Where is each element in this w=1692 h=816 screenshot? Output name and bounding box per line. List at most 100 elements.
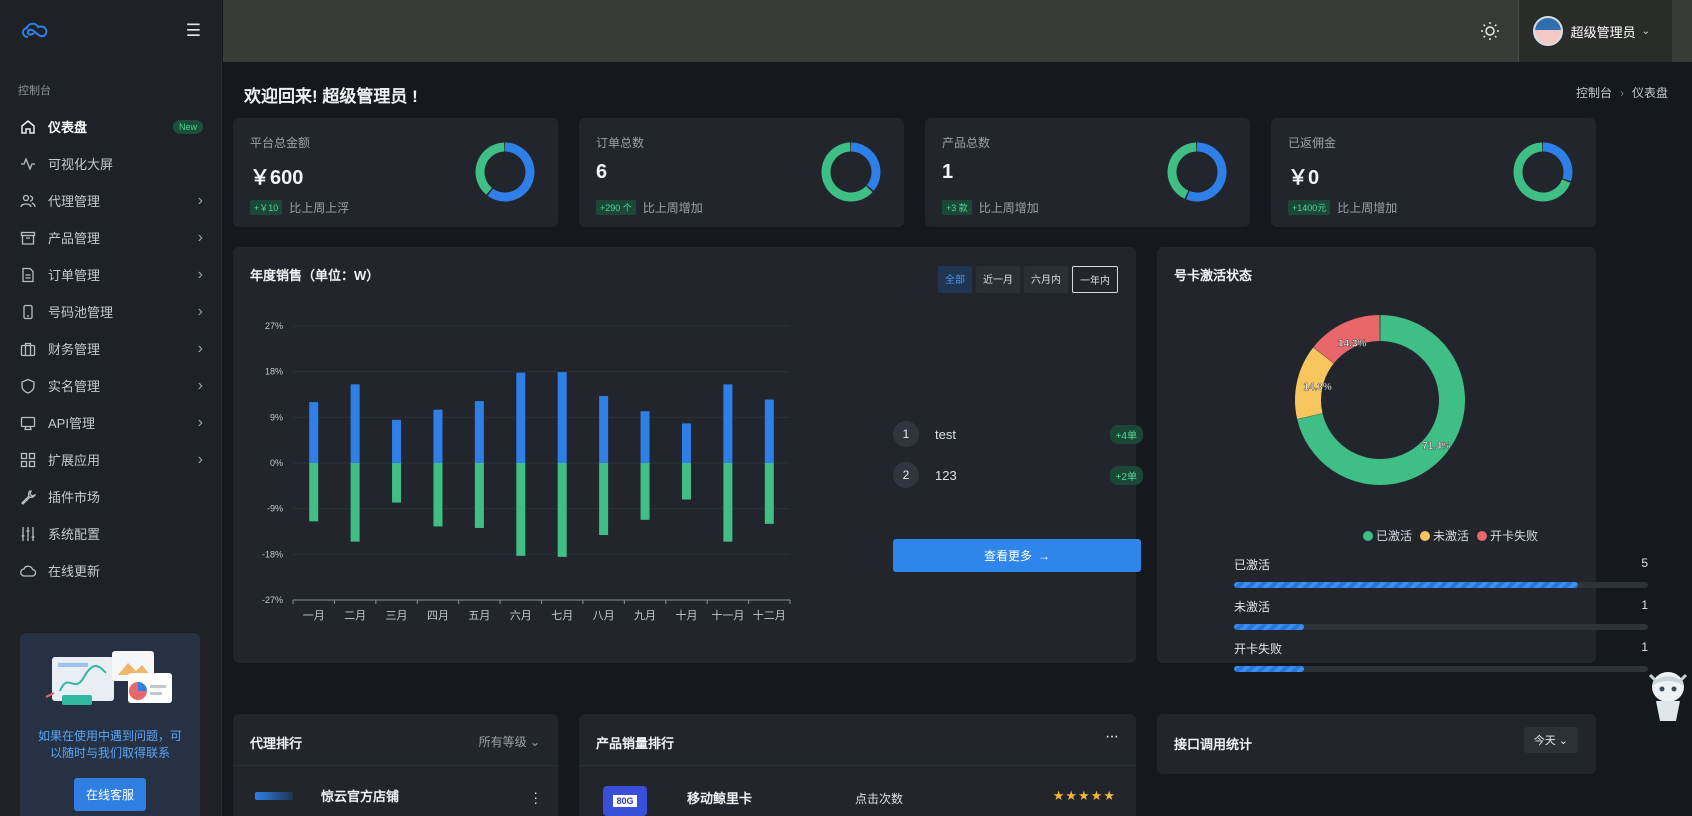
bar-positive[interactable]	[350, 384, 360, 463]
bar-positive[interactable]	[433, 409, 443, 463]
stat-title: 产品总数	[942, 136, 991, 150]
bar-positive[interactable]	[599, 396, 609, 463]
sidebar-item-label: 产品管理	[48, 231, 101, 246]
progress-track	[1234, 624, 1648, 630]
agent-name[interactable]: 惊云官方店铺	[321, 789, 400, 804]
bar-positive[interactable]	[764, 399, 774, 463]
api-stats-title: 接口调用统计	[1174, 737, 1253, 752]
user-menu[interactable]: 超级管理员 ⌄	[1517, 0, 1672, 62]
ranking-row[interactable]: 2 123 +2单	[893, 462, 1143, 488]
product-name[interactable]: 移动鲸里卡	[687, 791, 753, 806]
bar-positive[interactable]	[309, 402, 319, 463]
chevron-right-icon: ›	[197, 376, 203, 394]
bar-negative[interactable]	[433, 463, 443, 527]
archive-icon	[20, 230, 36, 246]
bar-positive[interactable]	[516, 372, 526, 463]
bar-positive[interactable]	[392, 419, 402, 463]
more-vertical-icon[interactable]: · · ·	[533, 784, 538, 810]
sidebar-item-agents[interactable]: 代理管理 ›	[0, 182, 221, 219]
progress-track	[1234, 582, 1648, 588]
sidebar-item-dashboard[interactable]: 仪表盘 New	[0, 108, 221, 145]
bar-positive[interactable]	[474, 401, 484, 463]
bar-negative[interactable]	[640, 463, 650, 520]
delta-note: 比上周上浮	[289, 201, 350, 215]
sidebar-item-visual-screen[interactable]: 可视化大屏	[0, 145, 221, 182]
sidebar-item-products[interactable]: 产品管理 ›	[0, 219, 221, 256]
ranking-row[interactable]: 1 test +4单	[893, 421, 1143, 447]
sidebar-item-label: 实名管理	[48, 379, 101, 394]
bar-positive[interactable]	[557, 372, 567, 463]
bar-negative[interactable]	[474, 463, 484, 528]
activity-icon	[20, 156, 36, 172]
brand: ☰	[0, 0, 221, 62]
level-filter-dropdown[interactable]: 所有等级 ⌄	[479, 733, 540, 750]
user-name: 超级管理员	[1570, 24, 1636, 40]
product-rank-title: 产品销量排行	[596, 736, 675, 751]
y-tick-label: -18%	[262, 549, 283, 559]
bar-negative[interactable]	[350, 463, 360, 542]
legend-item[interactable]: 已激活	[1363, 527, 1412, 544]
x-tick-label: 九月	[634, 609, 656, 622]
delta-pill: +1400元	[1288, 200, 1331, 215]
stat-value: 1	[942, 161, 954, 183]
sidebar-item-number-pool[interactable]: 号码池管理 ›	[0, 293, 221, 330]
range-month-tab[interactable]: 近一月	[976, 266, 1020, 293]
sun-icon[interactable]	[1480, 21, 1500, 41]
bar-negative[interactable]	[557, 463, 567, 557]
sidebar-item-orders[interactable]: 订单管理 ›	[0, 256, 221, 293]
bar-negative[interactable]	[764, 463, 774, 524]
sidebar-item-api[interactable]: API管理 ›	[0, 404, 221, 441]
bar-positive[interactable]	[640, 411, 650, 463]
donut-slice[interactable]	[1297, 315, 1465, 485]
x-tick-label: 六月	[510, 609, 532, 622]
range-all-tab[interactable]: 全部	[938, 266, 972, 293]
legend-item[interactable]: 开卡失败	[1477, 527, 1538, 544]
chevron-down-icon: ⌄	[1558, 735, 1568, 747]
rank-pill: +2单	[1109, 465, 1143, 485]
chevron-down-icon: ⌄	[529, 735, 540, 749]
cloud-logo-icon[interactable]	[20, 22, 50, 40]
donut-slice[interactable]	[1313, 315, 1381, 364]
donut-segment-secondary	[1513, 142, 1571, 202]
bar-negative[interactable]	[681, 463, 691, 500]
view-more-button[interactable]: 查看更多 →	[893, 539, 1141, 572]
api-stats-card: 接口调用统计 今天 ⌄	[1157, 714, 1596, 774]
x-tick-label: 八月	[593, 610, 615, 622]
arrow-right-icon: →	[1038, 548, 1050, 563]
sidebar-item-finance[interactable]: 财务管理 ›	[0, 330, 221, 367]
stat-delta: +￥10 比上周上浮	[250, 199, 349, 216]
rank-name: test	[935, 426, 956, 442]
legend-item[interactable]: 未激活	[1420, 527, 1469, 544]
time-range-dropdown[interactable]: 今天 ⌄	[1523, 727, 1578, 753]
donut-slice[interactable]	[1295, 347, 1335, 420]
stat-value: 6	[596, 161, 608, 183]
mascot-icon[interactable]	[1646, 665, 1690, 725]
activation-row: 开卡失败 1	[1234, 640, 1648, 672]
donut-segment-primary	[850, 142, 881, 191]
bar-positive[interactable]	[723, 384, 733, 463]
breadcrumb-item: 仪表盘	[1631, 86, 1668, 100]
bar-negative[interactable]	[723, 463, 733, 542]
sidebar-item-plugin-market[interactable]: 插件市场	[0, 478, 221, 515]
range-half-year-tab[interactable]: 六月内	[1024, 266, 1068, 293]
bar-positive[interactable]	[681, 423, 691, 463]
bar-negative[interactable]	[516, 463, 526, 556]
more-horizontal-icon[interactable]: ···	[1105, 728, 1119, 745]
stat-donut-chart	[475, 142, 535, 202]
online-support-button[interactable]: 在线客服	[73, 778, 146, 811]
monitor-icon	[20, 415, 36, 431]
breadcrumb-item[interactable]: 控制台	[1575, 86, 1612, 100]
bar-negative[interactable]	[309, 463, 319, 522]
y-tick-label: 9%	[270, 412, 283, 422]
x-tick-label: 十二月	[753, 608, 786, 622]
sidebar-item-realname[interactable]: 实名管理 ›	[0, 367, 221, 404]
sidebar-item-system-config[interactable]: 系统配置	[0, 515, 221, 552]
range-year-tab[interactable]: 一年内	[1072, 266, 1118, 293]
chevron-down-icon: ⌄	[1641, 25, 1650, 37]
menu-toggle-icon[interactable]: ☰	[185, 21, 201, 40]
bar-negative[interactable]	[599, 463, 609, 536]
bar-negative[interactable]	[392, 463, 402, 503]
sidebar-item-online-update[interactable]: 在线更新	[0, 552, 221, 589]
rating-stars: ★★★★★	[1052, 788, 1116, 803]
sidebar-item-extensions[interactable]: 扩展应用 ›	[0, 441, 221, 478]
